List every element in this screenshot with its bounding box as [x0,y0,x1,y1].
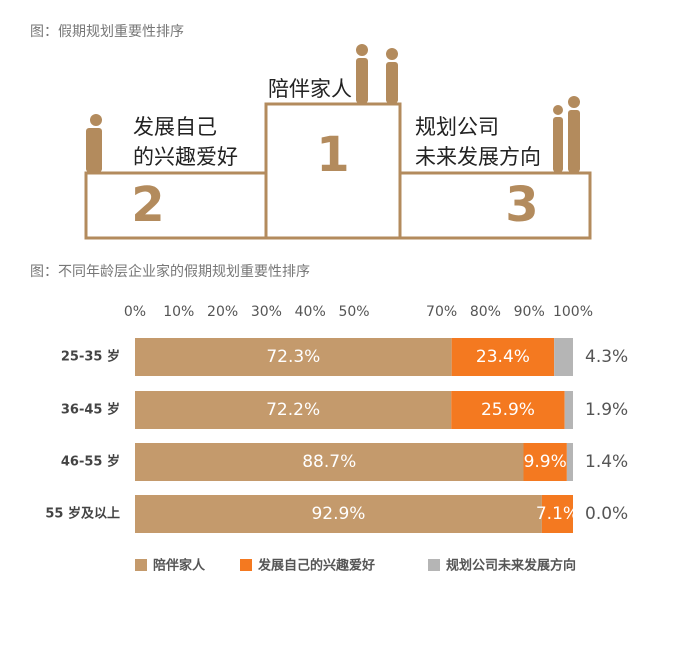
podium [84,102,592,240]
podium-box-1 [264,102,402,240]
bar-segment [541,495,573,533]
x-tick-label: 80% [470,304,501,320]
legend-label: 发展自己的兴趣爱好 [257,558,375,574]
podium-rank: 3 [505,177,538,233]
y-tick-label: 46-55 岁 [61,454,120,470]
y-tick-label: 55 岁及以上 [45,506,120,522]
value-label: 4.3% [585,347,628,367]
podium-box-3 [398,171,592,240]
value-label: 25.9% [481,400,535,420]
legend-label: 陪伴家人 [153,558,206,574]
y-tick-label: 25-35 岁 [61,349,120,365]
x-tick-label: 20% [207,304,238,320]
bar-segment [135,495,542,533]
x-tick-label: 10% [163,304,194,320]
header-title: 图：假期规划重要性排序 [30,24,184,40]
bar-segment [554,338,573,376]
value-label: 7.1% [536,504,579,524]
figure [356,58,368,103]
bar-segment [564,391,573,429]
podium-label: 未来发展方向 [415,145,541,169]
value-label: 0.0% [585,504,628,524]
x-tick-label: 0% [124,304,146,320]
bar-segment [135,443,524,481]
podium-rank: 2 [131,177,164,233]
value-label: 92.9% [311,504,365,524]
value-label: 1.4% [585,452,628,472]
silhouettes [86,44,580,172]
legend-swatch [240,559,252,571]
value-label: 88.7% [302,452,356,472]
value-label: 1.9% [585,400,628,420]
figure [90,114,102,126]
figure [386,62,398,103]
bar-segment [451,391,565,429]
podium-label: 规划公司 [415,115,499,139]
podium-label: 的兴趣爱好 [133,145,238,169]
podium-label: 发展自己 [133,115,217,139]
figure [86,128,102,172]
figure [568,110,580,172]
chart-title: 图：不同年龄层企业家的假期规划重要性排序 [30,263,310,280]
figure [568,96,580,108]
value-label: 72.2% [266,400,320,420]
podium-box-2 [84,171,268,240]
bar-segment [523,443,567,481]
value-label: 23.4% [476,347,530,367]
x-tick-label: 40% [295,304,326,320]
value-label: 72.3% [266,347,320,367]
figure [386,48,398,60]
x-tick-label: 70% [426,304,457,320]
bar-segment [135,391,452,429]
figure [356,44,368,56]
podium-label: 陪伴家人 [268,77,352,101]
bar-segment [135,338,452,376]
x-tick-label: 100% [553,304,593,320]
legend-swatch [428,559,440,571]
podium-rank: 1 [316,127,349,183]
x-tick-label: 30% [251,304,282,320]
y-tick-label: 36-45 岁 [61,402,120,418]
figure [553,117,563,172]
figure [553,105,563,115]
bar-segment [566,443,573,481]
legend-swatch [135,559,147,571]
bar-segment [451,338,555,376]
x-tick-label: 50% [338,304,369,320]
x-tick-label: 90% [514,304,545,320]
legend-label: 规划公司未来发展方向 [446,558,576,574]
value-label: 9.9% [524,452,567,472]
